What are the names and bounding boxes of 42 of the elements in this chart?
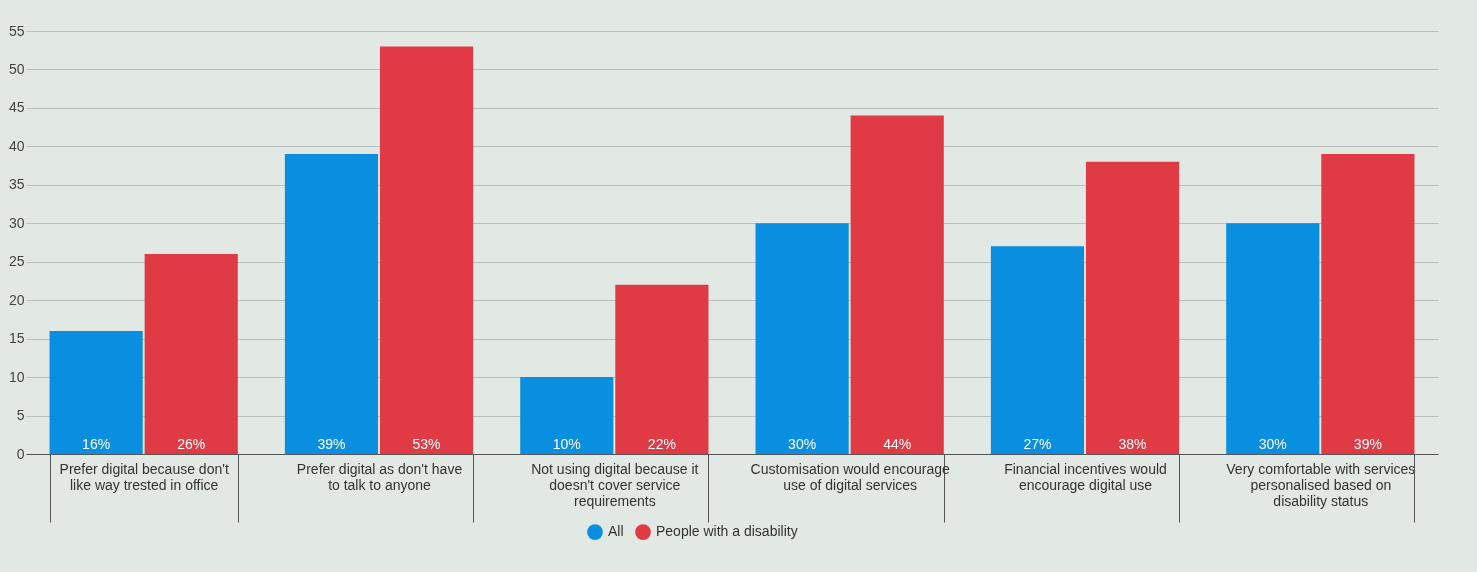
y-tick-label: 55 bbox=[8, 22, 25, 39]
data-label: 30% bbox=[1258, 436, 1287, 452]
y-tick-label: 20 bbox=[8, 291, 25, 308]
bar bbox=[1226, 223, 1320, 454]
y-tick-label: 35 bbox=[8, 176, 25, 193]
data-label: 39% bbox=[317, 436, 346, 452]
data-label: 38% bbox=[1118, 436, 1147, 452]
y-tick-label: 45 bbox=[8, 99, 25, 116]
data-label: 53% bbox=[412, 436, 441, 452]
data-label: 10% bbox=[552, 436, 581, 452]
y-tick-label: 50 bbox=[8, 60, 25, 77]
y-tick-label: 30 bbox=[8, 214, 25, 231]
data-label: 22% bbox=[647, 436, 676, 452]
y-tick-label: 25 bbox=[8, 253, 25, 270]
bar bbox=[284, 154, 379, 454]
data-label: 16% bbox=[82, 436, 111, 452]
x-tick-label: Prefer digital because don't like way trested in office bbox=[59, 460, 229, 493]
data-label: 27% bbox=[1023, 436, 1052, 452]
y-tick-label: 5 bbox=[16, 407, 25, 424]
bar bbox=[755, 223, 849, 454]
y-tick-label: 10 bbox=[8, 368, 25, 385]
bar bbox=[1085, 161, 1180, 454]
bar bbox=[1321, 154, 1415, 454]
legend-label: People with a disability bbox=[656, 523, 798, 540]
data-label: 30% bbox=[788, 436, 817, 452]
bar bbox=[144, 254, 238, 454]
bar bbox=[49, 330, 143, 454]
bar bbox=[379, 46, 474, 454]
x-tick-label: Not using digital because it doesn't cover service requirements bbox=[531, 460, 699, 509]
y-tick-label: 0 bbox=[16, 445, 25, 462]
bar bbox=[850, 115, 944, 454]
bar bbox=[990, 246, 1085, 454]
bar bbox=[615, 284, 709, 454]
y-tick-label: 15 bbox=[8, 330, 25, 347]
y-tick-label: 40 bbox=[8, 137, 25, 154]
x-tick-label: Prefer digital as don't have to talk to anyone bbox=[296, 460, 463, 493]
x-tick-label: Financial incentives would encourage digital use bbox=[1004, 460, 1167, 493]
data-label: 26% bbox=[177, 436, 206, 452]
data-label: 39% bbox=[1353, 436, 1382, 452]
legend-label: All bbox=[608, 523, 624, 540]
data-label: 44% bbox=[883, 436, 912, 452]
bar bbox=[520, 377, 614, 454]
